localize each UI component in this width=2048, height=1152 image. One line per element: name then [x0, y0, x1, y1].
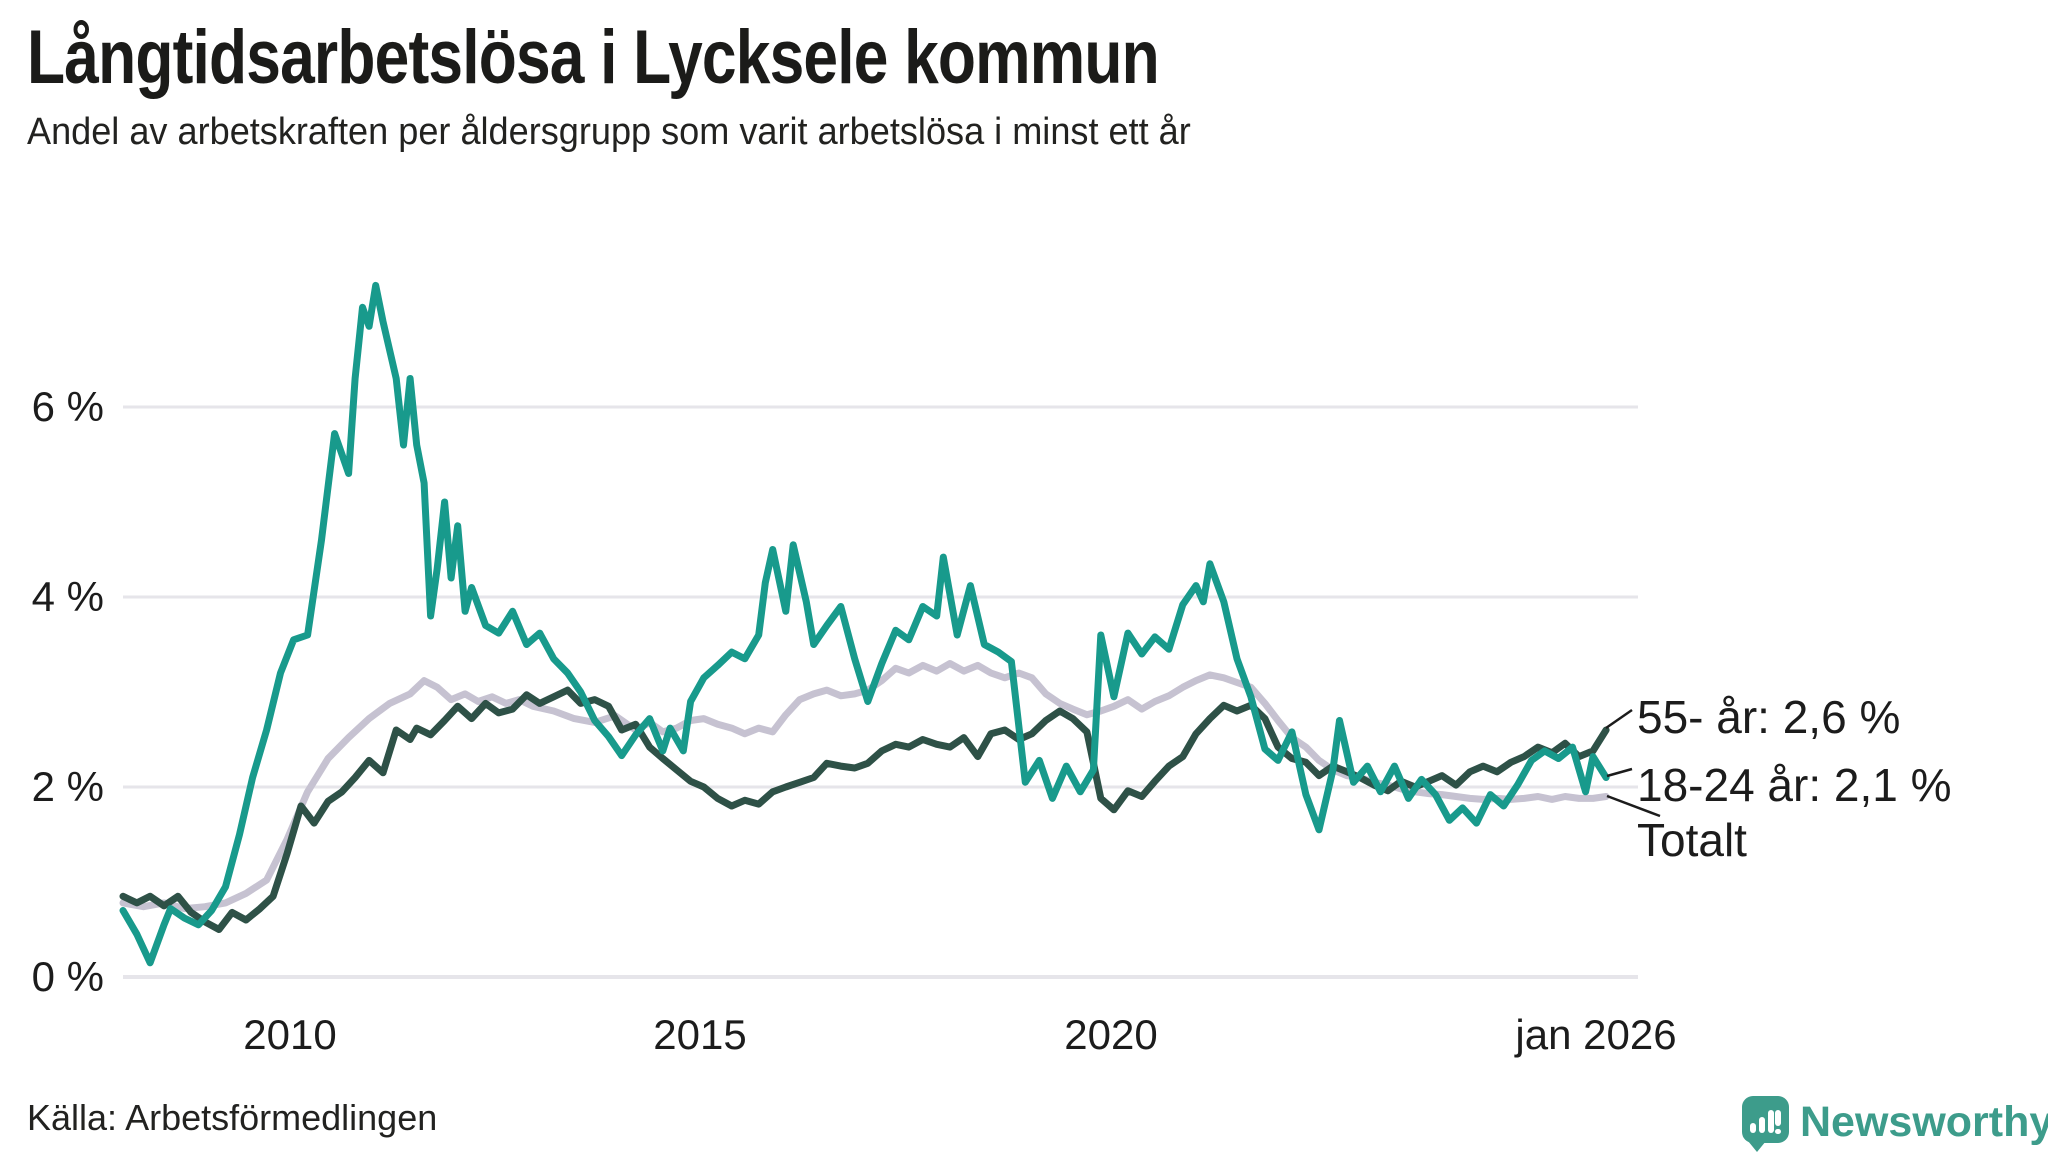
logo-bar-icon: [1750, 1123, 1756, 1133]
page-title: Långtidsarbetslösa i Lycksele kommun: [27, 15, 1160, 100]
leader-line-18-24: [1606, 767, 1633, 778]
source-note: Källa: Arbetsförmedlingen: [27, 1097, 438, 1138]
logo-exclamation-icon: [1775, 1110, 1781, 1126]
y-tick-2: 2 %: [31, 763, 104, 810]
leader-line-totalt: [1606, 794, 1661, 818]
logo-bar-icon: [1759, 1117, 1765, 1133]
end-label-55: 55- år: 2,6 %: [1637, 691, 1901, 743]
y-tick-0: 0 %: [31, 953, 104, 1000]
x-tick-2010: 2010: [243, 1011, 337, 1058]
end-label-18-24: 18-24 år: 2,1 %: [1637, 759, 1952, 811]
gridlines: [123, 405, 1638, 979]
leader-lines: [1605, 708, 1661, 818]
series-line-18-24 år: [119, 281, 1610, 967]
x-tick-2020: 2020: [1064, 1011, 1158, 1058]
x-tick-2015: 2015: [653, 1011, 747, 1058]
newsworthy-logo-text: Newsworthy: [1800, 1098, 2048, 1146]
series-line-55- år: [119, 686, 1610, 933]
leader-line-55: [1605, 708, 1633, 730]
newsworthy-branding: Newsworthy: [1742, 1094, 2048, 1152]
y-tick-6: 6 %: [31, 383, 104, 430]
logo-exclamation-dot-icon: [1775, 1129, 1781, 1134]
newsworthy-logo-icon: [1742, 1096, 1789, 1152]
end-label-totalt: Totalt: [1637, 814, 1747, 866]
series-lines: [119, 281, 1610, 967]
chart-subtitle: Andel av arbetskraften per åldersgrupp s…: [27, 111, 1191, 153]
y-tick-4: 4 %: [31, 573, 104, 620]
logo-bar-icon: [1768, 1110, 1774, 1133]
x-tick-jan-2026: jan 2026: [1515, 1011, 1677, 1058]
